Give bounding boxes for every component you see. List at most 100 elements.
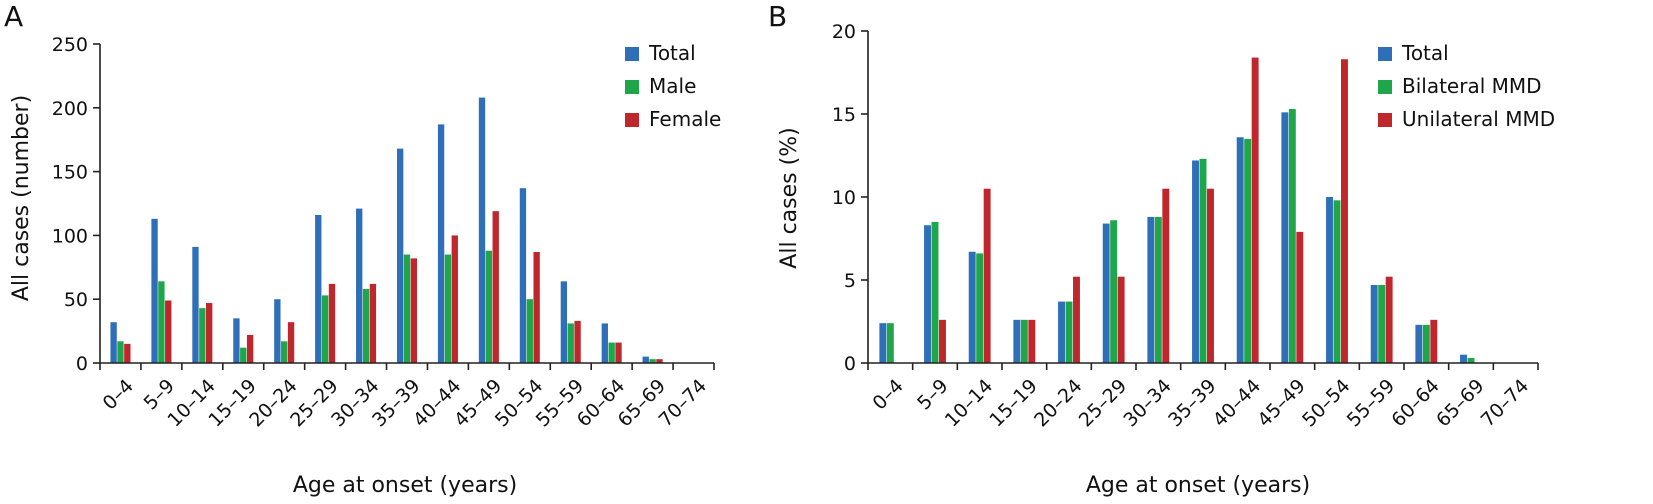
panel-b-x-tick-label-2: 10–14 xyxy=(941,375,997,431)
legend-b-label-1: Bilateral MMD xyxy=(1402,74,1542,98)
bar-b-s2-c10 xyxy=(1341,59,1348,363)
bar-b-s2-c1 xyxy=(939,319,946,363)
legend-a-swatch-1 xyxy=(625,80,639,94)
bar-a-s1-c10 xyxy=(526,299,533,363)
bar-a-s1-c2 xyxy=(199,308,206,363)
panel-b-y-tick-label-2: 10 xyxy=(832,187,856,209)
bar-b-s2-c12 xyxy=(1430,319,1438,363)
panel-b-y-tick-label-1: 5 xyxy=(844,270,856,292)
bar-b-s1-c5 xyxy=(1110,220,1118,363)
panel-a-x-tick-label-14: 70–74 xyxy=(655,375,711,431)
bar-a-s0-c0 xyxy=(110,322,117,363)
panel-a-y-axis-label: All cases (number) xyxy=(9,95,34,301)
bar-b-s0-c7 xyxy=(1192,160,1199,363)
bar-b-s0-c12 xyxy=(1415,324,1423,363)
bar-a-s0-c11 xyxy=(560,281,568,363)
panel-b-x-tick-label-7: 35–39 xyxy=(1164,375,1220,431)
panel-b-x-tick-label-8: 40–44 xyxy=(1209,375,1265,431)
panel-a-y-tick-label-0: 0 xyxy=(76,353,88,375)
panel-b-x-tick-label-0: 0–4 xyxy=(868,375,907,414)
bar-b-s0-c4 xyxy=(1058,301,1065,363)
panel-b: B 0 5 10 15 20 0–4 5–910–1415–1920–2425–2930–3… xyxy=(768,0,1555,498)
bar-b-s1-c10 xyxy=(1333,200,1341,363)
panel-b-x-tick-label-13: 65–69 xyxy=(1432,375,1488,431)
bar-a-s1-c5 xyxy=(321,295,329,363)
panel-a-y-tick-label-2: 100 xyxy=(52,225,88,247)
panel-a-y-tick-label-1: 50 xyxy=(64,289,88,311)
bar-b-s2-c2 xyxy=(983,188,991,363)
bar-a-s1-c3 xyxy=(240,347,247,363)
bar-b-s0-c2 xyxy=(968,251,976,363)
bar-b-s0-c3 xyxy=(1013,319,1021,363)
bar-a-s0-c6 xyxy=(356,208,363,363)
bar-b-s1-c12 xyxy=(1422,324,1430,363)
panel-b-x-tick-label-3: 15–19 xyxy=(985,375,1041,431)
bar-b-s2-c3 xyxy=(1028,319,1036,363)
bar-a-s2-c13 xyxy=(656,359,663,363)
bar-a-s2-c4 xyxy=(287,322,295,363)
bar-a-s0-c10 xyxy=(519,188,527,363)
panel-a-x-axis-label: Age at onset (years) xyxy=(293,473,517,498)
panel-a-legend: Total Male Female xyxy=(625,41,721,131)
panel-b-x-axis-label: Age at onset (years) xyxy=(1086,473,1310,498)
legend-b-swatch-2 xyxy=(1378,113,1392,127)
panel-a-bars xyxy=(110,97,663,363)
bar-b-s1-c6 xyxy=(1154,216,1162,363)
bar-a-s2-c3 xyxy=(246,334,254,363)
bar-b-s1-c0 xyxy=(886,323,894,363)
panel-a-y-tick-label-4: 200 xyxy=(52,98,88,120)
bar-a-s2-c1 xyxy=(165,300,172,363)
bar-b-s0-c9 xyxy=(1281,112,1289,363)
bar-b-s0-c8 xyxy=(1236,137,1244,363)
legend-a-swatch-0 xyxy=(625,47,639,61)
bar-a-s0-c12 xyxy=(601,323,608,363)
panel-a-x-tick-label-0: 0–4 xyxy=(99,375,138,414)
bar-a-s0-c5 xyxy=(315,214,322,363)
bar-b-s0-c5 xyxy=(1102,223,1110,363)
panel-b-x-tick-label-4: 20–24 xyxy=(1030,375,1086,431)
panel-b-x-tick-label-11: 55–59 xyxy=(1343,375,1399,431)
bar-a-s0-c3 xyxy=(233,318,240,363)
bar-a-s2-c11 xyxy=(574,320,581,363)
panel-b-x-tick-label-1: 5–9 xyxy=(913,375,952,414)
panel-b-bars xyxy=(879,57,1475,364)
bar-a-s1-c12 xyxy=(608,342,615,363)
bar-a-s2-c7 xyxy=(410,258,418,363)
bar-b-s0-c1 xyxy=(924,225,931,363)
legend-b-swatch-0 xyxy=(1378,47,1392,61)
panel-b-letter: B xyxy=(768,0,787,33)
panel-b-x-tick-label-5: 25–29 xyxy=(1075,375,1131,431)
bar-a-s2-c8 xyxy=(451,235,458,363)
panel-b-x-tick-label-14: 70–74 xyxy=(1477,375,1533,431)
bar-a-s1-c11 xyxy=(567,323,574,363)
panel-b-x-tick-label-6: 30–34 xyxy=(1119,375,1175,431)
bar-b-s2-c6 xyxy=(1162,188,1170,363)
panel-b-x-tick-label-12: 60–64 xyxy=(1387,375,1443,431)
panel-a-y-tick-label-3: 150 xyxy=(52,162,88,184)
panel-b-y-tick-label-0: 0 xyxy=(844,353,856,375)
bar-a-s0-c4 xyxy=(274,299,281,363)
bar-a-s1-c9 xyxy=(485,250,493,363)
panel-b-y-axis-label: All cases (%) xyxy=(777,127,802,268)
bar-a-s0-c1 xyxy=(151,218,158,363)
bar-a-s1-c13 xyxy=(649,359,656,363)
bar-a-s1-c4 xyxy=(281,341,288,363)
panel-b-x-tick-label-10: 50–54 xyxy=(1298,375,1354,431)
panel-a-letter: A xyxy=(4,0,23,33)
bar-b-s1-c4 xyxy=(1065,301,1073,363)
bar-a-s2-c10 xyxy=(533,251,540,363)
legend-a-label-0: Total xyxy=(648,41,696,65)
legend-a-swatch-2 xyxy=(625,113,639,127)
bar-b-s0-c11 xyxy=(1370,284,1378,363)
bar-a-s2-c5 xyxy=(328,283,336,363)
bar-a-s1-c7 xyxy=(403,254,411,363)
legend-b-label-2: Unilateral MMD xyxy=(1402,107,1555,131)
bar-b-s2-c7 xyxy=(1207,188,1214,363)
panel-b-y-tick-label-4: 20 xyxy=(832,21,856,43)
legend-b-swatch-1 xyxy=(1378,80,1392,94)
bar-a-s2-c0 xyxy=(124,343,131,363)
panel-b-legend: Total Bilateral MMD Unilateral MMD xyxy=(1378,41,1555,131)
